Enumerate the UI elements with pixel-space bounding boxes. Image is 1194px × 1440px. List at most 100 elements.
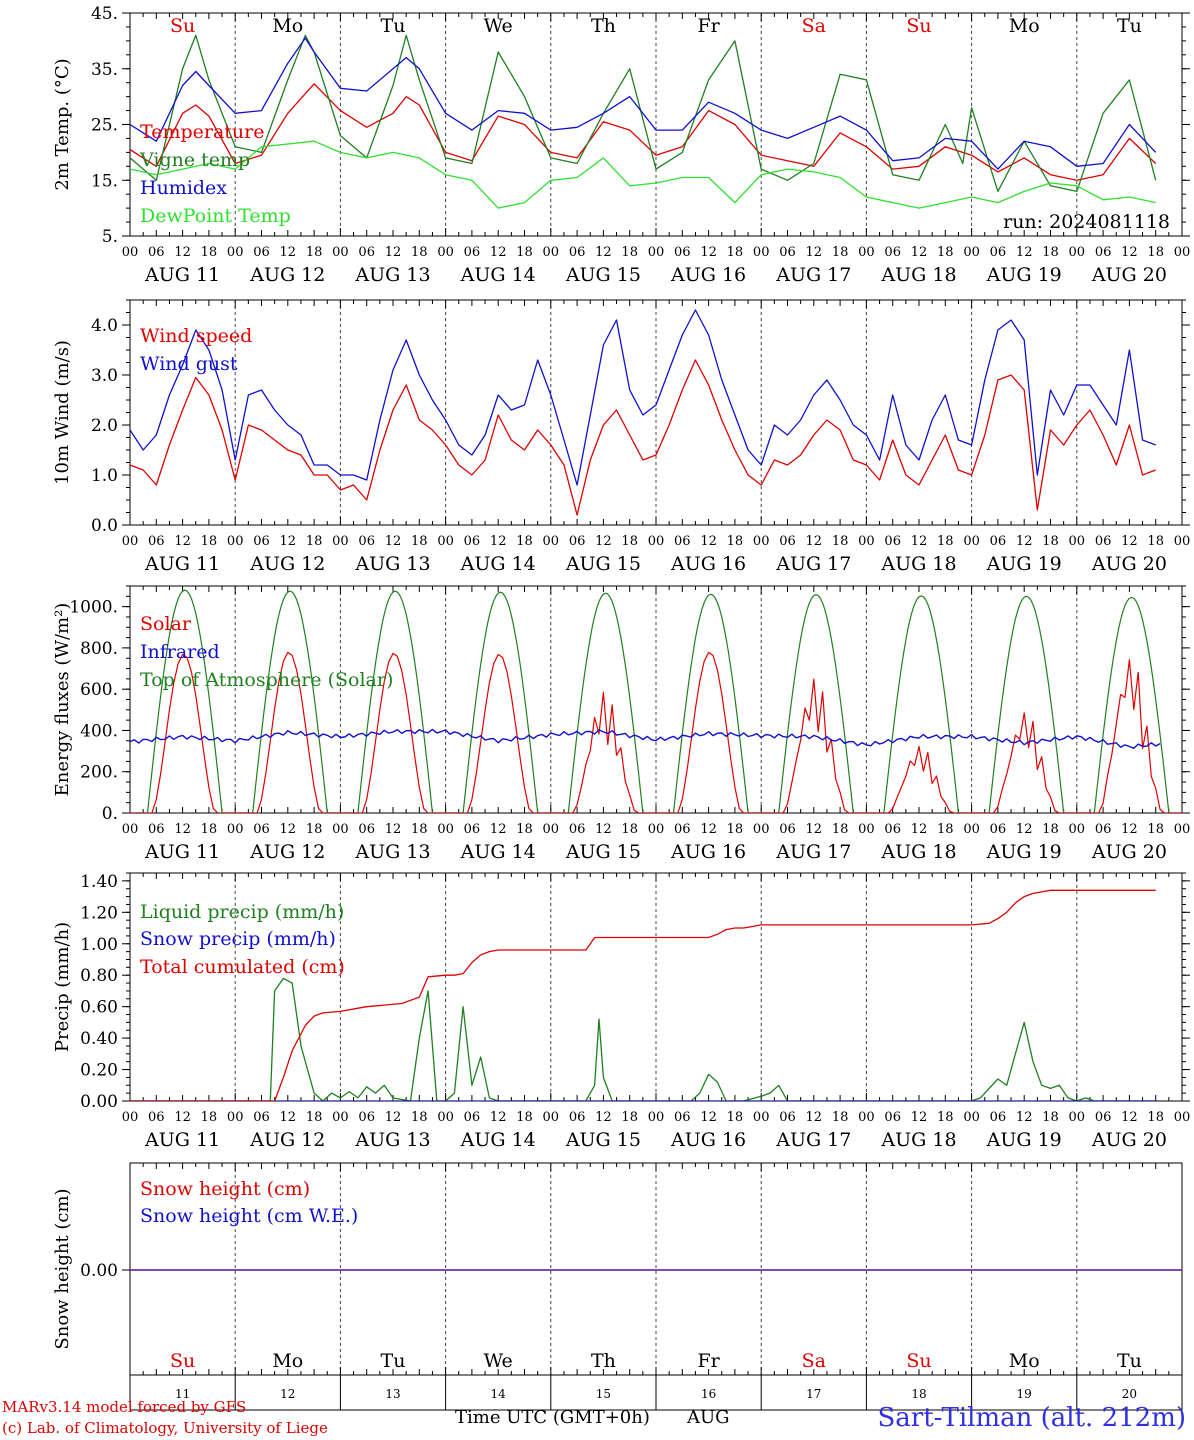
x-hour-label: 00 xyxy=(332,245,349,260)
y-tick-label: 0.80 xyxy=(80,966,118,986)
x-date-label: AUG 11 xyxy=(144,553,220,575)
x-hour-label: 06 xyxy=(779,822,796,837)
x-date-label: AUG 14 xyxy=(460,264,536,286)
x-hour-label: 00 xyxy=(753,534,770,549)
x-date-label: AUG 13 xyxy=(354,841,430,863)
bottom-day-number: 19 xyxy=(1017,1387,1032,1401)
x-hour-label: 12 xyxy=(806,822,823,837)
y-tick-label: 15. xyxy=(91,171,118,191)
x-hour-label: 12 xyxy=(1016,245,1033,260)
bottom-day-name: Mo xyxy=(272,1350,303,1372)
x-hour-label: 18 xyxy=(306,822,323,837)
x-hour-label: 12 xyxy=(1121,822,1138,837)
x-date-label: AUG 17 xyxy=(775,264,851,286)
x-hour-label: 06 xyxy=(884,822,901,837)
day-name-label: Sa xyxy=(802,15,826,37)
x-hour-label: 06 xyxy=(358,534,375,549)
x-hour-label: 06 xyxy=(358,822,375,837)
bottom-day-number: 11 xyxy=(175,1387,190,1401)
bottom-day-name: Sa xyxy=(802,1350,826,1372)
x-hour-label: 06 xyxy=(148,534,165,549)
x-hour-label: 06 xyxy=(1095,1110,1112,1125)
x-hour-label: 06 xyxy=(1095,822,1112,837)
x-hour-label: 12 xyxy=(385,822,402,837)
x-hour-label: 12 xyxy=(1121,245,1138,260)
bottom-day-number: 14 xyxy=(491,1387,507,1401)
x-hour-label: 18 xyxy=(727,1110,744,1125)
x-hour-label: 00 xyxy=(332,822,349,837)
x-hour-label: 00 xyxy=(227,245,244,260)
day-name-label: Tu xyxy=(381,15,406,37)
x-hour-label: 12 xyxy=(280,1110,297,1125)
bottom-day-name: Tu xyxy=(381,1350,406,1372)
legend-entry: Snow height (cm) xyxy=(140,1178,310,1200)
y-tick-label: 0.00 xyxy=(80,1261,118,1281)
x-hour-label: 12 xyxy=(700,822,717,837)
x-hour-label: 00 xyxy=(1069,1110,1086,1125)
x-hour-label: 18 xyxy=(1147,822,1164,837)
x-hour-label: 06 xyxy=(674,534,691,549)
x-hour-label: 18 xyxy=(1147,245,1164,260)
x-hour-label: 18 xyxy=(937,822,954,837)
x-hour-label: 18 xyxy=(832,1110,849,1125)
x-hour-label: 00 xyxy=(963,245,980,260)
day-name-label: Su xyxy=(906,15,931,37)
x-hour-label: 06 xyxy=(1095,245,1112,260)
bottom-day-number: 20 xyxy=(1122,1387,1137,1401)
x-date-label: AUG 16 xyxy=(670,553,746,575)
y-tick-label: 1.0 xyxy=(91,466,118,486)
x-hour-label: 00 xyxy=(1174,534,1191,549)
x-hour-label: 18 xyxy=(832,534,849,549)
x-date-label: AUG 14 xyxy=(460,1129,536,1151)
x-hour-label: 12 xyxy=(1121,534,1138,549)
x-date-label: AUG 18 xyxy=(880,553,956,575)
x-hour-label: 00 xyxy=(543,245,560,260)
x-hour-label: 00 xyxy=(543,1110,560,1125)
x-hour-label: 06 xyxy=(464,245,481,260)
y-tick-label: 25. xyxy=(91,116,118,136)
x-date-label: AUG 16 xyxy=(670,1129,746,1151)
x-hour-label: 00 xyxy=(1174,822,1191,837)
x-date-label: AUG 13 xyxy=(354,264,430,286)
x-hour-label: 06 xyxy=(1095,534,1112,549)
x-hour-label: 06 xyxy=(990,1110,1007,1125)
x-hour-label: 12 xyxy=(595,822,612,837)
x-hour-label: 18 xyxy=(516,1110,533,1125)
x-hour-label: 18 xyxy=(201,822,218,837)
x-hour-label: 06 xyxy=(569,822,586,837)
x-date-label: AUG 17 xyxy=(775,1129,851,1151)
day-name-label: Su xyxy=(170,15,195,37)
x-hour-label: 00 xyxy=(122,822,139,837)
x-hour-label: 00 xyxy=(122,534,139,549)
y-tick-label: 2.0 xyxy=(91,416,118,436)
day-name-label: Th xyxy=(591,15,616,37)
x-hour-label: 12 xyxy=(806,534,823,549)
y-tick-label: 1.00 xyxy=(80,935,118,955)
x-hour-label: 06 xyxy=(464,1110,481,1125)
x-hour-label: 00 xyxy=(122,1110,139,1125)
x-hour-label: 18 xyxy=(516,534,533,549)
y-tick-label: 200. xyxy=(80,763,118,783)
x-hour-label: 18 xyxy=(1042,1110,1059,1125)
x-hour-label: 00 xyxy=(963,1110,980,1125)
x-hour-label: 06 xyxy=(253,245,270,260)
x-hour-label: 06 xyxy=(779,245,796,260)
x-hour-label: 18 xyxy=(937,1110,954,1125)
x-date-label: AUG 19 xyxy=(986,841,1062,863)
x-hour-label: 06 xyxy=(569,245,586,260)
x-hour-label: 18 xyxy=(1147,1110,1164,1125)
bottom-day-name: Tu xyxy=(1117,1350,1142,1372)
x-hour-label: 12 xyxy=(700,1110,717,1125)
x-hour-label: 18 xyxy=(516,822,533,837)
x-hour-label: 00 xyxy=(122,245,139,260)
x-hour-label: 06 xyxy=(569,534,586,549)
x-hour-label: 00 xyxy=(858,534,875,549)
x-hour-label: 12 xyxy=(174,1110,191,1125)
x-hour-label: 06 xyxy=(464,822,481,837)
x-hour-label: 00 xyxy=(332,1110,349,1125)
model-credit: MARv3.14 model forced by GFS xyxy=(2,1398,247,1416)
x-date-label: AUG 15 xyxy=(565,1129,641,1151)
y-axis-label: Precip (mm/h) xyxy=(52,922,73,1052)
x-hour-label: 12 xyxy=(595,534,612,549)
x-hour-label: 00 xyxy=(753,822,770,837)
